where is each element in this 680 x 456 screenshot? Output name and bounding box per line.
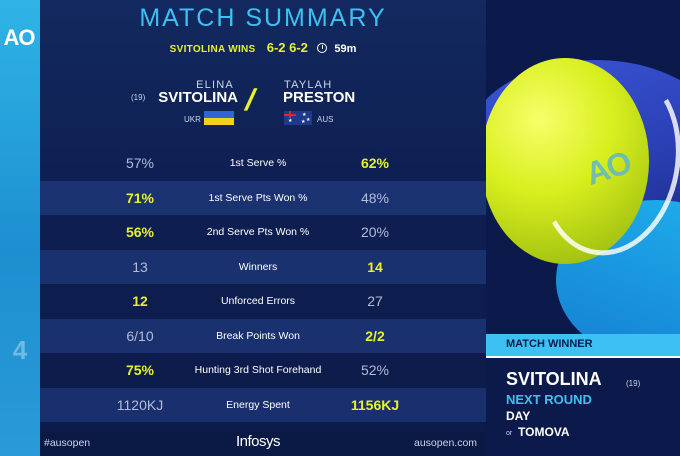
ao-logo: AO: [3, 25, 36, 50]
player2-first-name: TAYLAH: [284, 79, 333, 91]
versus-slash-icon: /: [241, 84, 259, 117]
ukraine-flag-icon: [204, 111, 234, 125]
stat-left-value: 1120KJ: [116, 396, 164, 413]
stat-left-value: 71%: [125, 189, 155, 206]
stat-label: Unforced Errors: [220, 295, 296, 307]
result-line: SVITOLINA WINS 6-2 6-2 59m: [40, 40, 486, 55]
stat-right-value: 48%: [360, 189, 390, 206]
set-scores: 6-2 6-2: [266, 40, 308, 55]
stat-right-value: 27: [367, 293, 383, 309]
stat-row: 71% 1st Serve Pts Won % 48%: [40, 180, 486, 215]
stat-left-value: 57%: [125, 155, 155, 171]
brand-deco-mark: 4: [12, 335, 28, 365]
website-url: ausopen.com: [414, 437, 478, 449]
result-text: SVITOLINA WINS: [169, 44, 256, 55]
stat-left-value: 6/10: [126, 327, 154, 344]
stat-row: 75% Hunting 3rd Shot Forehand 52%: [40, 353, 486, 388]
stat-row: 6/10 Break Points Won 2/2: [40, 318, 486, 353]
page-title: MATCH SUMMARY: [139, 4, 387, 32]
stat-left-value: 12: [132, 293, 148, 309]
stat-label: Energy Spent: [226, 398, 290, 411]
stat-row: 12 Unforced Errors 27: [40, 284, 486, 319]
next-round-label: NEXT ROUND: [506, 392, 592, 407]
stat-right-value: 62%: [360, 155, 390, 171]
match-winner-header: MATCH WINNER: [486, 334, 680, 358]
tennis-ball-icon: [486, 58, 649, 264]
stat-left-value: 13: [132, 258, 148, 275]
stat-label: 1st Serve %: [229, 157, 287, 169]
player1-country: UKR: [184, 115, 201, 124]
player1-last-name: SVITOLINA: [158, 89, 238, 106]
clock-icon: [317, 43, 328, 53]
stat-label: Hunting 3rd Shot Forehand: [194, 364, 322, 376]
footer-bar: #ausopen Infosys ausopen.com: [40, 432, 486, 456]
player1-seed: (19): [131, 93, 146, 102]
sponsor-logo: Infosys: [236, 433, 281, 450]
stat-row: 57% 1st Serve % 62%: [40, 146, 486, 181]
or-label: or: [506, 430, 513, 437]
match-winner-heading: MATCH WINNER: [506, 338, 593, 350]
player1-first-name: ELINA: [196, 79, 234, 91]
stat-label: Break Points Won: [216, 329, 300, 342]
player2-country: AUS: [317, 115, 334, 124]
australia-flag-icon: ★ ★ ★ ★: [284, 111, 312, 125]
stat-row: 1120KJ Energy Spent 1156KJ: [40, 387, 486, 422]
hashtag: #ausopen: [44, 437, 91, 449]
stat-right-value: 14: [367, 258, 383, 275]
tennis-ball-artwork: AO: [486, 0, 680, 334]
stat-label: 1st Serve Pts Won %: [208, 191, 308, 204]
stat-left-value: 56%: [125, 224, 155, 240]
stat-row: 13 Winners 14: [40, 249, 486, 284]
player2-last-name: PRESTON: [283, 89, 356, 106]
stat-right-value: 52%: [360, 362, 390, 378]
next-opponent-2: TOMOVA: [518, 425, 570, 439]
stat-label: Winners: [238, 260, 278, 273]
stat-left-value: 75%: [125, 362, 155, 378]
next-opponent-1: DAY: [506, 409, 531, 423]
stat-right-value: 1156KJ: [350, 396, 400, 413]
brand-strip: AO 4: [0, 0, 40, 456]
match-duration: 59m: [334, 43, 357, 55]
stat-right-value: 20%: [360, 224, 390, 240]
winner-seed: (19): [626, 379, 641, 388]
stat-label: 2nd Serve Pts Won %: [206, 226, 310, 238]
stat-right-value: 2/2: [365, 327, 385, 344]
summary-panel: MATCH SUMMARY SVITOLINA WINS 6-2 6-2 59m…: [40, 0, 486, 456]
winner-name: SVITOLINA: [506, 369, 602, 389]
match-winner-panel: SVITOLINA (19) NEXT ROUND DAY or TOMOVA: [486, 358, 680, 456]
stat-row: 56% 2nd Serve Pts Won % 20%: [40, 215, 486, 250]
